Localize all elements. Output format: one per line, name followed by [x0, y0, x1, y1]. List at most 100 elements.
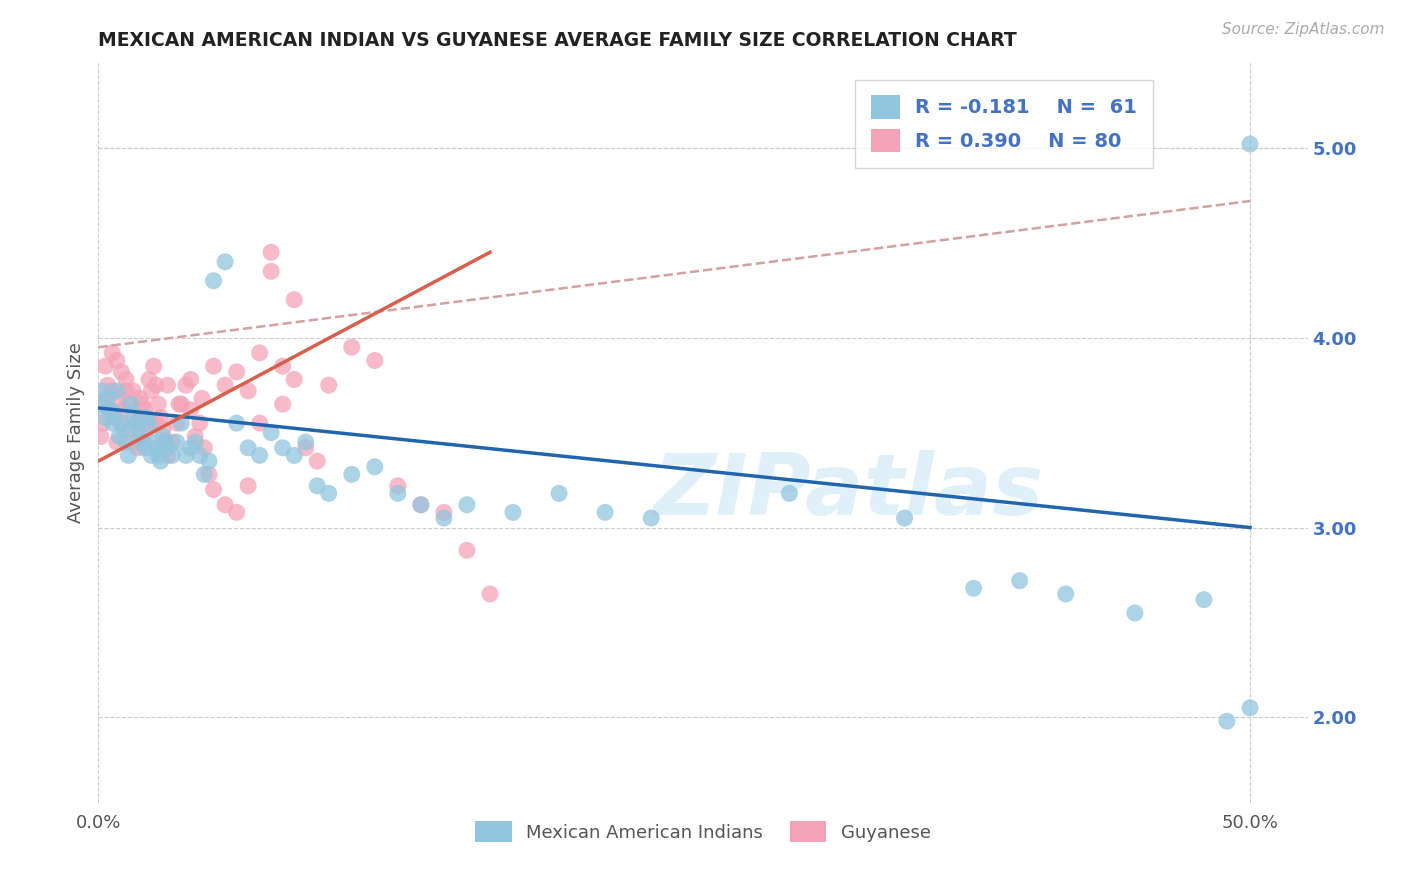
Point: [387, 486, 409, 500]
Point: [148, 449, 170, 463]
Point: [166, 435, 188, 450]
Point: [318, 486, 340, 500]
Point: [1192, 592, 1215, 607]
Point: [128, 429, 150, 443]
Point: [478, 587, 501, 601]
Point: [91, 384, 114, 398]
Point: [122, 384, 145, 398]
Point: [174, 378, 197, 392]
Point: [188, 449, 211, 463]
Point: [152, 429, 174, 443]
Point: [117, 397, 139, 411]
Point: [271, 441, 294, 455]
Point: [127, 422, 149, 436]
Point: [640, 511, 662, 525]
Point: [110, 416, 132, 430]
Point: [141, 449, 163, 463]
Point: [198, 467, 221, 482]
Point: [1054, 587, 1077, 601]
Point: [170, 416, 193, 430]
Point: [188, 416, 211, 430]
Point: [214, 498, 236, 512]
Point: [145, 441, 167, 455]
Point: [167, 397, 190, 411]
Point: [134, 441, 156, 455]
Point: [193, 467, 215, 482]
Point: [138, 416, 160, 430]
Point: [141, 384, 163, 398]
Text: Source: ZipAtlas.com: Source: ZipAtlas.com: [1222, 22, 1385, 37]
Point: [156, 449, 179, 463]
Point: [128, 410, 150, 425]
Point: [202, 483, 225, 497]
Point: [283, 372, 305, 386]
Point: [124, 416, 146, 430]
Point: [1239, 137, 1261, 152]
Point: [112, 402, 135, 417]
Point: [364, 459, 387, 474]
Point: [236, 384, 259, 398]
Point: [117, 449, 139, 463]
Point: [101, 384, 124, 398]
Point: [120, 397, 142, 411]
Point: [131, 435, 153, 450]
Point: [120, 422, 142, 436]
Point: [103, 410, 125, 425]
Point: [1239, 701, 1261, 715]
Point: [155, 435, 177, 450]
Point: [110, 416, 132, 430]
Point: [122, 435, 145, 450]
Point: [214, 254, 236, 268]
Point: [135, 416, 157, 430]
Point: [1216, 714, 1239, 728]
Point: [307, 454, 329, 468]
Point: [214, 378, 236, 392]
Point: [260, 264, 283, 278]
Point: [893, 511, 915, 525]
Point: [236, 441, 259, 455]
Point: [94, 410, 117, 425]
Point: [198, 454, 221, 468]
Point: [115, 372, 138, 386]
Point: [91, 416, 114, 430]
Point: [149, 454, 172, 468]
Point: [340, 340, 363, 354]
Text: ZIPatlas: ZIPatlas: [652, 450, 1043, 533]
Point: [180, 402, 202, 417]
Point: [184, 435, 207, 450]
Point: [778, 486, 800, 500]
Point: [105, 435, 128, 450]
Point: [138, 372, 160, 386]
Point: [142, 435, 165, 450]
Point: [307, 479, 329, 493]
Point: [962, 582, 984, 596]
Point: [318, 378, 340, 392]
Point: [409, 498, 432, 512]
Point: [115, 384, 138, 398]
Point: [94, 392, 117, 406]
Point: [166, 416, 188, 430]
Point: [122, 407, 145, 421]
Legend: Mexican American Indians, Guyanese: Mexican American Indians, Guyanese: [468, 814, 938, 849]
Point: [155, 435, 177, 450]
Point: [191, 392, 214, 406]
Point: [294, 435, 316, 450]
Point: [340, 467, 363, 482]
Point: [101, 346, 124, 360]
Point: [548, 486, 571, 500]
Point: [433, 511, 456, 525]
Y-axis label: Average Family Size: Average Family Size: [66, 343, 84, 523]
Point: [115, 435, 138, 450]
Point: [180, 441, 202, 455]
Point: [193, 441, 215, 455]
Point: [148, 397, 170, 411]
Point: [156, 378, 179, 392]
Point: [134, 429, 156, 443]
Point: [283, 449, 305, 463]
Point: [236, 479, 259, 493]
Point: [110, 365, 132, 379]
Point: [142, 359, 165, 374]
Point: [135, 410, 157, 425]
Point: [170, 397, 193, 411]
Point: [502, 505, 524, 519]
